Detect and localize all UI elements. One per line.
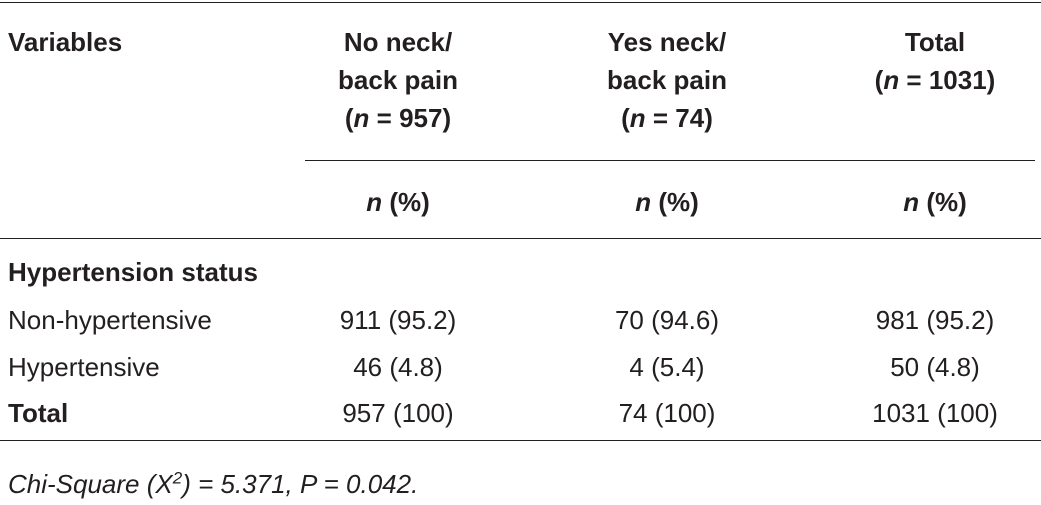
text: ( [874,65,884,95]
header-line: back pain [338,65,458,95]
section-label: Hypertension status [8,257,258,287]
text: (%) [382,187,430,217]
subheader-cell: n (%) [800,183,1041,221]
table-cell: 4 (5.4) [629,352,705,382]
n-symbol: n [903,187,920,217]
text: ) = 5.371, P = 0.042. [182,469,419,499]
table-cell: 911 (95.2) [339,305,457,335]
footnote: Chi-Square (X2) = 5.371, P = 0.042. [8,465,418,503]
row-label: Non-hypertensive [8,305,212,335]
n-symbol: n [353,103,370,133]
bottom-rule [0,440,1041,441]
table-cell: 70 (94.6) [614,305,720,335]
row-label: Hypertensive [8,352,160,382]
table-cell: 957 (100) [342,398,454,428]
text: Chi-Square (X [8,469,173,499]
header-line: Total [904,27,966,57]
n-symbol: n [635,187,652,217]
header-line: No neck/ [343,27,453,57]
header-cell: Yes neck/ back pain (n = 74) [532,23,802,137]
header-line: back pain [607,65,727,95]
text: ( [621,103,630,133]
header-count: (n = 957) [263,99,533,137]
top-rule [0,2,1041,3]
text: = 1031) [899,65,996,95]
n-symbol: n [883,65,900,95]
table-cell: 981 (95.2) [875,305,995,335]
table-cell: 1031 (100) [872,398,998,428]
table-cell: 74 (100) [618,398,716,428]
subheader-cell: n (%) [532,183,802,221]
text: = 74) [645,103,713,133]
header-line: Yes neck/ [607,27,727,57]
superscript: 2 [172,468,183,488]
body-rule [0,238,1041,239]
n-symbol: n [366,187,383,217]
table-cell: 50 (4.8) [890,352,980,382]
header-cell: Variables [8,27,123,57]
header-rule [305,160,1035,161]
n-symbol: n [629,103,646,133]
row-label: Total [8,398,69,428]
subheader-cell: n (%) [263,183,533,221]
text: (%) [651,187,699,217]
header-cell: Total (n = 1031) [800,23,1041,99]
text: = 957) [369,103,452,133]
header-cell: No neck/ back pain (n = 957) [263,23,533,137]
header-count: (n = 1031) [800,61,1041,99]
table-cell: 46 (4.8) [353,352,443,382]
header-count: (n = 74) [532,99,802,137]
text: ( [344,103,354,133]
text: (%) [919,187,967,217]
